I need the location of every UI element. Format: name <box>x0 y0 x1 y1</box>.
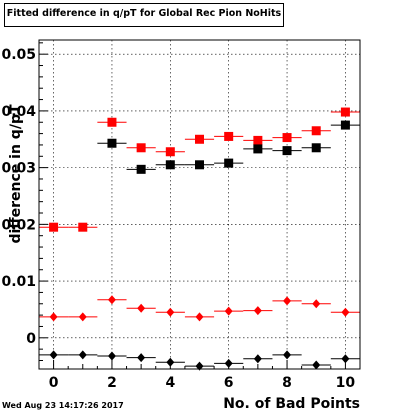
data-point-diamond <box>195 312 204 322</box>
data-point-diamond <box>137 303 146 313</box>
x-tick-label: 8 <box>282 375 292 391</box>
data-point-square <box>224 158 234 168</box>
x-tick-label: 6 <box>224 375 234 391</box>
data-point-square <box>165 160 175 170</box>
data-point-diamond <box>137 353 146 363</box>
data-point-square <box>282 146 292 156</box>
data-point-square <box>78 222 88 232</box>
data-point-diamond <box>253 306 262 316</box>
y-tick-label: 0.04 <box>1 104 36 120</box>
data-point-diamond <box>78 350 87 360</box>
data-point-diamond <box>341 354 350 364</box>
x-tick-label: 0 <box>49 375 59 391</box>
x-tick-label: 4 <box>165 375 175 391</box>
data-point-diamond <box>253 354 262 364</box>
y-axis-label: difference in q/pT <box>8 104 24 244</box>
data-point-square <box>311 143 321 153</box>
x-axis-label: No. of Bad Points <box>223 396 360 412</box>
data-point-square <box>49 222 59 232</box>
data-point-square <box>340 120 350 130</box>
data-point-diamond <box>107 295 116 305</box>
chart-title-box: Fitted difference in q/pT for Global Rec… <box>4 3 284 27</box>
data-point-square <box>107 138 117 148</box>
data-point-diamond <box>341 307 350 317</box>
y-tick-label: 0.03 <box>1 161 36 177</box>
x-tick-label: 2 <box>107 375 117 391</box>
y-tick-label: 0.01 <box>1 274 36 290</box>
y-tick-label: 0.05 <box>1 47 36 63</box>
data-point-square <box>311 126 321 136</box>
x-tick-label: 10 <box>336 375 356 391</box>
y-tick-label: 0 <box>26 331 36 347</box>
data-point-square <box>224 131 234 141</box>
data-point-square <box>165 147 175 157</box>
data-point-square <box>253 144 263 154</box>
data-point-diamond <box>49 350 58 360</box>
data-point-square <box>282 133 292 143</box>
data-point-square <box>253 135 263 145</box>
data-point-diamond <box>283 350 292 360</box>
data-point-square <box>136 164 146 174</box>
data-point-square <box>340 107 350 117</box>
axes: 0 2 4 6 8 10 0 0.01 0.02 0.03 0.04 0.05 <box>1 42 356 391</box>
data-point-diamond <box>107 351 116 361</box>
data-point-diamond <box>312 299 321 309</box>
data-point-diamond <box>224 306 233 316</box>
data-point-square <box>136 143 146 153</box>
data-point-diamond <box>283 296 292 306</box>
data-point-square <box>107 117 117 127</box>
data-point-square <box>195 134 204 144</box>
chart-title: Fitted difference in q/pT for Global Rec… <box>6 8 282 19</box>
y-tick-label: 0.02 <box>1 217 36 233</box>
data-series <box>39 107 360 371</box>
data-point-diamond <box>166 307 175 317</box>
data-point-square <box>195 160 204 170</box>
data-point-diamond <box>49 312 58 322</box>
data-point-diamond <box>78 312 87 322</box>
timestamp: Wed Aug 23 14:17:26 2017 <box>2 401 124 410</box>
